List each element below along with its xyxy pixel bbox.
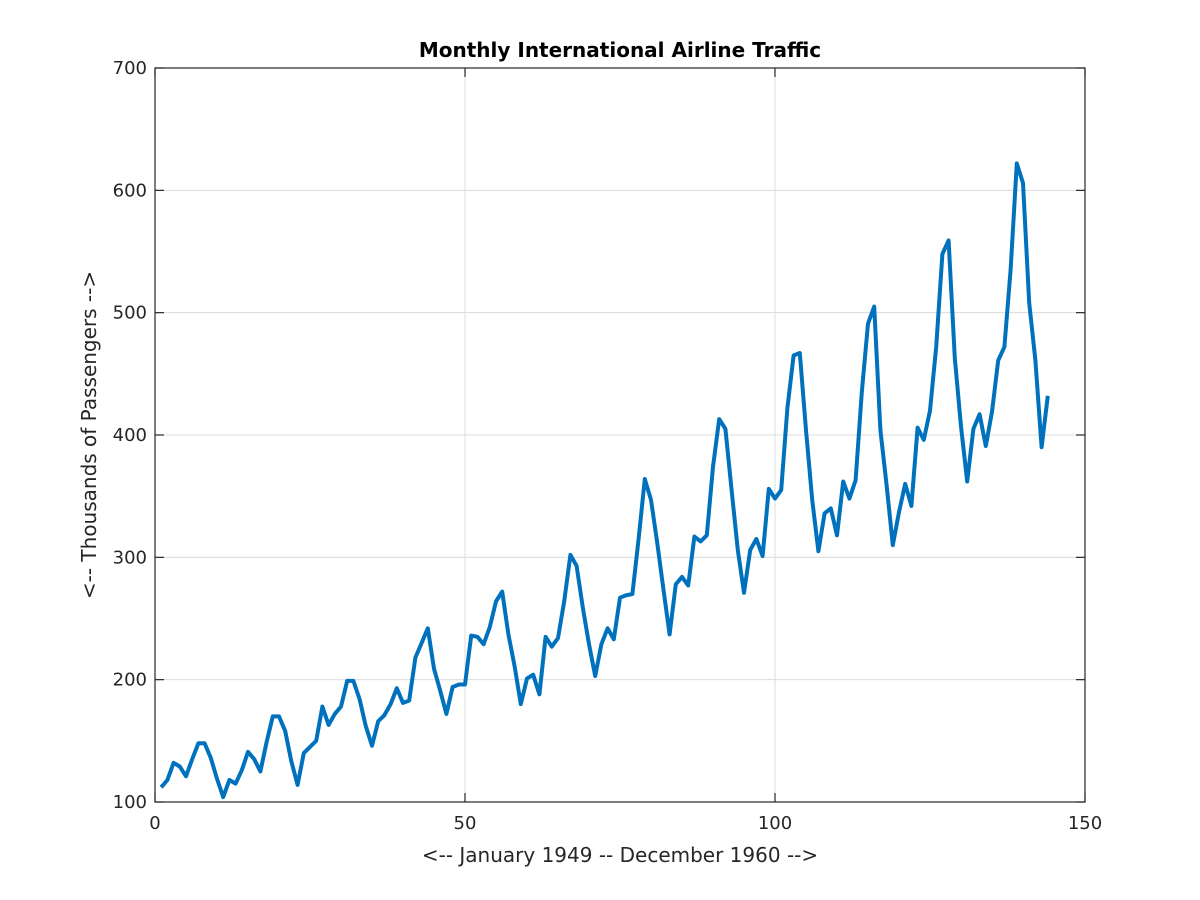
grid-layer <box>155 68 1085 802</box>
tick-layer: 0 50 100 150 100 200 300 400 500 600 700 <box>113 58 1103 834</box>
y-tick-label: 200 <box>113 670 147 691</box>
x-tick-label: 150 <box>1068 813 1102 834</box>
x-tick-label: 50 <box>454 813 477 834</box>
y-tick-label: 100 <box>113 792 147 813</box>
y-tick-label: 500 <box>113 303 147 324</box>
x-axis-label: <-- January 1949 -- December 1960 --> <box>422 843 818 867</box>
x-tick-label: 0 <box>149 813 160 834</box>
series-layer <box>159 161 1050 800</box>
series-line-passengers <box>159 161 1050 800</box>
y-tick-label: 700 <box>113 58 147 79</box>
chart-title: Monthly International Airline Traffic <box>419 38 821 62</box>
y-tick-label: 300 <box>113 547 147 568</box>
y-axis-label: <-- Thousands of Passengers --> <box>77 271 101 599</box>
y-tick-label: 400 <box>113 425 147 446</box>
x-tick-label: 100 <box>758 813 792 834</box>
y-tick-label: 600 <box>113 180 147 201</box>
